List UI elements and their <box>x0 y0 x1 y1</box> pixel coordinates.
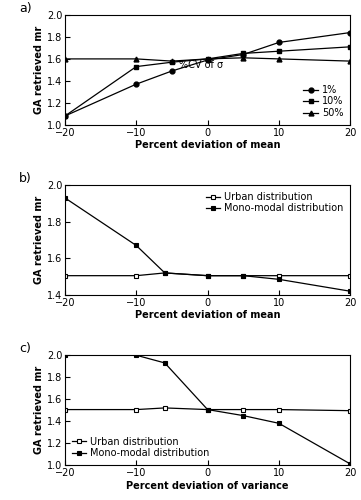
Mono-modal distribution <box>241 412 245 418</box>
Urban distribution <box>277 406 281 412</box>
50% <box>348 58 352 64</box>
Urban distribution <box>241 406 245 412</box>
Mono-modal distribution <box>277 420 281 426</box>
Text: b): b) <box>19 172 32 185</box>
Line: Urban distribution: Urban distribution <box>62 270 353 278</box>
10% <box>348 44 352 50</box>
Mono-modal distribution <box>205 406 210 412</box>
Mono-modal distribution <box>162 360 167 366</box>
X-axis label: Percent deviation of mean: Percent deviation of mean <box>135 140 280 150</box>
Urban distribution <box>63 406 67 412</box>
Mono-modal distribution <box>241 272 245 278</box>
Line: 10%: 10% <box>62 44 353 118</box>
Legend: 1%, 10%, 50%: 1%, 10%, 50% <box>301 83 345 120</box>
50% <box>277 56 281 62</box>
10% <box>205 56 210 62</box>
Text: a): a) <box>19 2 32 15</box>
Mono-modal distribution <box>348 288 352 294</box>
Mono-modal distribution <box>162 270 167 276</box>
Y-axis label: GA retrieved mr: GA retrieved mr <box>34 26 44 114</box>
Legend: Urban distribution, Mono-modal distribution: Urban distribution, Mono-modal distribut… <box>204 190 345 216</box>
Urban distribution <box>277 272 281 278</box>
Line: Urban distribution: Urban distribution <box>62 406 353 413</box>
Text: c): c) <box>19 342 31 355</box>
50% <box>241 55 245 61</box>
Urban distribution <box>162 270 167 276</box>
Line: Mono-modal distribution: Mono-modal distribution <box>62 353 353 467</box>
Urban distribution <box>205 406 210 412</box>
Urban distribution <box>205 272 210 278</box>
Y-axis label: GA retrieved mr: GA retrieved mr <box>34 196 44 284</box>
Urban distribution <box>134 272 138 278</box>
Urban distribution <box>63 272 67 278</box>
Line: 1%: 1% <box>62 30 353 118</box>
1% <box>277 40 281 46</box>
Mono-modal distribution <box>63 352 67 358</box>
10% <box>170 59 174 65</box>
Urban distribution <box>162 405 167 411</box>
10% <box>134 64 138 70</box>
10% <box>277 48 281 54</box>
Urban distribution <box>134 406 138 412</box>
50% <box>63 56 67 62</box>
Mono-modal distribution <box>348 461 352 467</box>
Mono-modal distribution <box>63 195 67 201</box>
1% <box>63 113 67 119</box>
1% <box>348 30 352 36</box>
Legend: Urban distribution, Mono-modal distribution: Urban distribution, Mono-modal distribut… <box>70 435 212 460</box>
Line: Mono-modal distribution: Mono-modal distribution <box>62 196 353 294</box>
Urban distribution <box>348 408 352 414</box>
Mono-modal distribution <box>205 272 210 278</box>
X-axis label: Percent deviation of mean: Percent deviation of mean <box>135 310 280 320</box>
1% <box>170 68 174 74</box>
1% <box>241 52 245 58</box>
10% <box>63 113 67 119</box>
10% <box>241 50 245 56</box>
Text: %CV of σ: %CV of σ <box>179 60 223 70</box>
50% <box>205 56 210 62</box>
50% <box>134 56 138 62</box>
1% <box>134 81 138 87</box>
Y-axis label: GA retrieved mr: GA retrieved mr <box>34 366 44 454</box>
Mono-modal distribution <box>277 276 281 282</box>
Urban distribution <box>348 272 352 278</box>
Line: 50%: 50% <box>62 56 353 64</box>
X-axis label: Percent deviation of variance: Percent deviation of variance <box>126 480 289 490</box>
50% <box>170 58 174 64</box>
Mono-modal distribution <box>134 242 138 248</box>
Urban distribution <box>241 272 245 278</box>
1% <box>205 57 210 63</box>
Mono-modal distribution <box>134 352 138 358</box>
